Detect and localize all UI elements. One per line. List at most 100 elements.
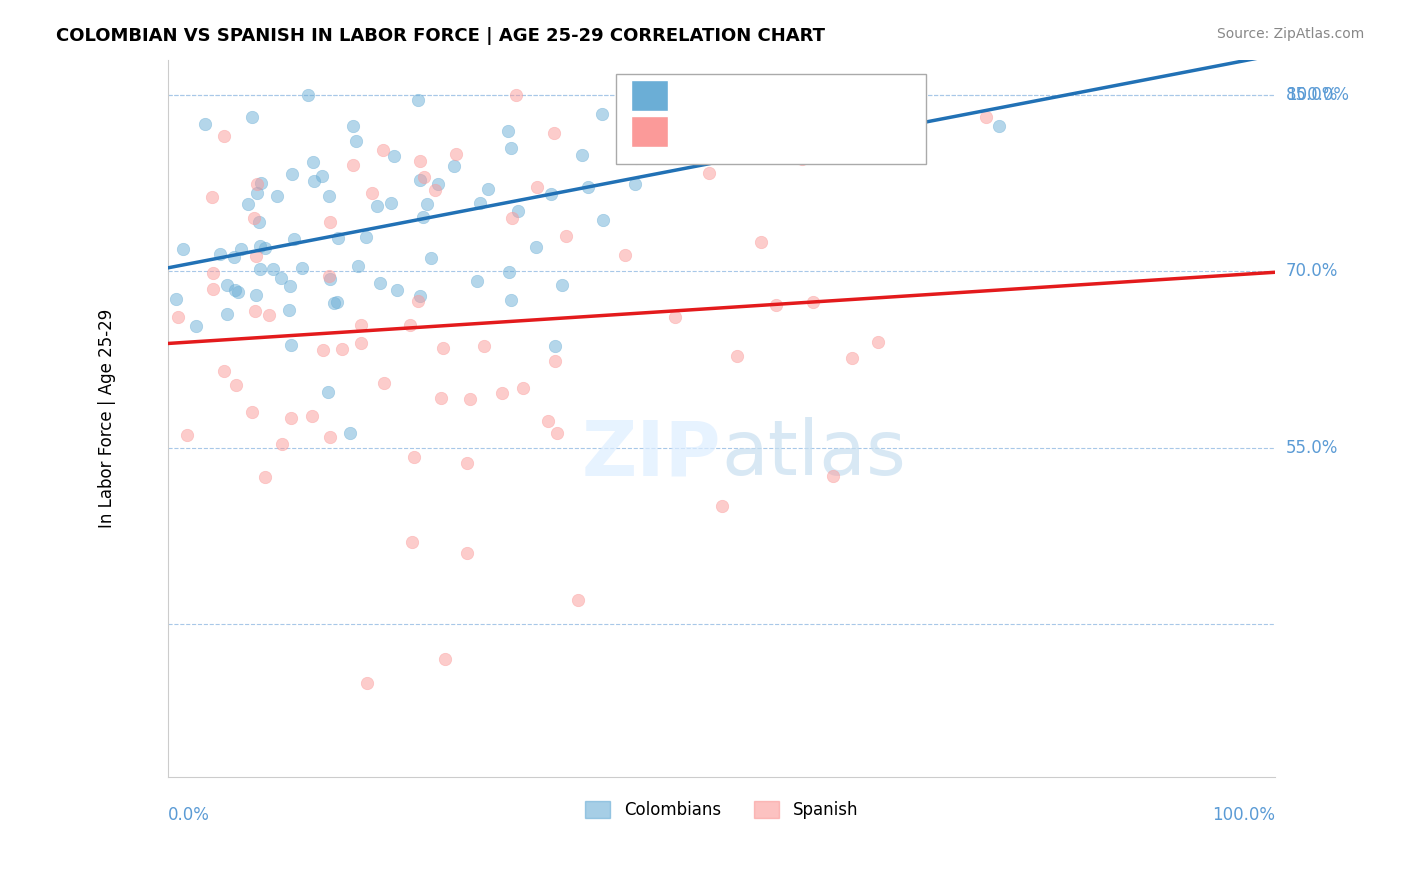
Point — [537, 414, 560, 428]
Point — [472, 339, 495, 353]
Point — [540, 186, 562, 201]
Point — [318, 268, 340, 283]
Point — [499, 293, 522, 307]
Point — [184, 319, 207, 334]
Point — [246, 177, 269, 191]
Point — [380, 195, 402, 210]
Point — [546, 426, 568, 441]
Point — [350, 336, 373, 351]
Point — [167, 310, 190, 324]
Point — [412, 210, 434, 224]
Point — [243, 211, 266, 225]
Point — [506, 204, 529, 219]
Point — [301, 409, 323, 423]
Point — [330, 342, 353, 356]
Point — [498, 124, 520, 138]
Text: R = 0.222   N = 70: R = 0.222 N = 70 — [678, 122, 848, 140]
Point — [624, 151, 647, 165]
Point — [297, 87, 319, 102]
Point — [225, 377, 247, 392]
Text: 0.0%: 0.0% — [169, 805, 209, 823]
Point — [194, 117, 217, 131]
Point — [456, 546, 478, 560]
Point — [433, 652, 456, 666]
Point — [322, 296, 344, 310]
Point — [373, 376, 395, 390]
Point — [278, 279, 301, 293]
Point — [245, 287, 267, 301]
Point — [524, 240, 547, 254]
Point — [401, 534, 423, 549]
Point — [283, 232, 305, 246]
Point — [576, 180, 599, 194]
Point — [412, 169, 434, 184]
Point — [266, 189, 288, 203]
Point — [212, 364, 235, 378]
Point — [987, 119, 1010, 133]
Point — [249, 262, 271, 277]
Point — [342, 159, 364, 173]
Point — [350, 318, 373, 333]
Text: 100.0%: 100.0% — [1286, 86, 1348, 103]
Text: 100.0%: 100.0% — [1212, 805, 1275, 823]
Point — [250, 177, 273, 191]
Point — [281, 168, 304, 182]
Point — [640, 93, 662, 107]
Point — [318, 189, 340, 203]
Text: In Labor Force | Age 25-29: In Labor Force | Age 25-29 — [98, 309, 117, 528]
Point — [344, 134, 367, 148]
Point — [249, 239, 271, 253]
Point — [543, 126, 565, 140]
Point — [512, 381, 534, 395]
Point — [498, 264, 520, 278]
Point — [304, 174, 326, 188]
Point — [368, 276, 391, 290]
Point — [319, 272, 342, 286]
Point — [710, 500, 733, 514]
Point — [217, 278, 239, 293]
Point — [202, 282, 225, 296]
Point — [257, 308, 280, 322]
Point — [373, 143, 395, 157]
Point — [567, 593, 589, 607]
Point — [425, 183, 447, 197]
Point — [501, 211, 523, 225]
Point — [382, 149, 405, 163]
Text: COLOMBIAN VS SPANISH IN LABOR FORCE | AGE 25-29 CORRELATION CHART: COLOMBIAN VS SPANISH IN LABOR FORCE | AG… — [56, 27, 825, 45]
Point — [613, 248, 636, 262]
Point — [623, 177, 645, 191]
Point — [319, 215, 342, 229]
Point — [326, 295, 349, 310]
Point — [409, 154, 432, 169]
Point — [551, 277, 574, 292]
Point — [280, 410, 302, 425]
Point — [544, 339, 567, 353]
Point — [544, 354, 567, 368]
Point — [224, 250, 246, 264]
Point — [821, 469, 844, 483]
Point — [361, 186, 384, 200]
Point — [217, 307, 239, 321]
Point — [697, 166, 720, 180]
Point — [720, 87, 742, 102]
Point — [280, 338, 302, 352]
Point — [346, 259, 368, 273]
Text: 55.0%: 55.0% — [1286, 439, 1339, 457]
Point — [801, 295, 824, 310]
Point — [270, 271, 292, 285]
Point — [229, 242, 252, 256]
Point — [420, 251, 443, 265]
Point — [571, 147, 593, 161]
Point — [868, 334, 890, 349]
Point — [262, 261, 284, 276]
FancyBboxPatch shape — [631, 116, 668, 147]
Point — [432, 341, 454, 355]
FancyBboxPatch shape — [616, 74, 927, 163]
Point — [246, 186, 269, 200]
Point — [835, 87, 858, 102]
Point — [415, 196, 437, 211]
Point — [499, 140, 522, 154]
Point — [342, 119, 364, 133]
Point — [366, 199, 388, 213]
Point — [311, 169, 333, 183]
